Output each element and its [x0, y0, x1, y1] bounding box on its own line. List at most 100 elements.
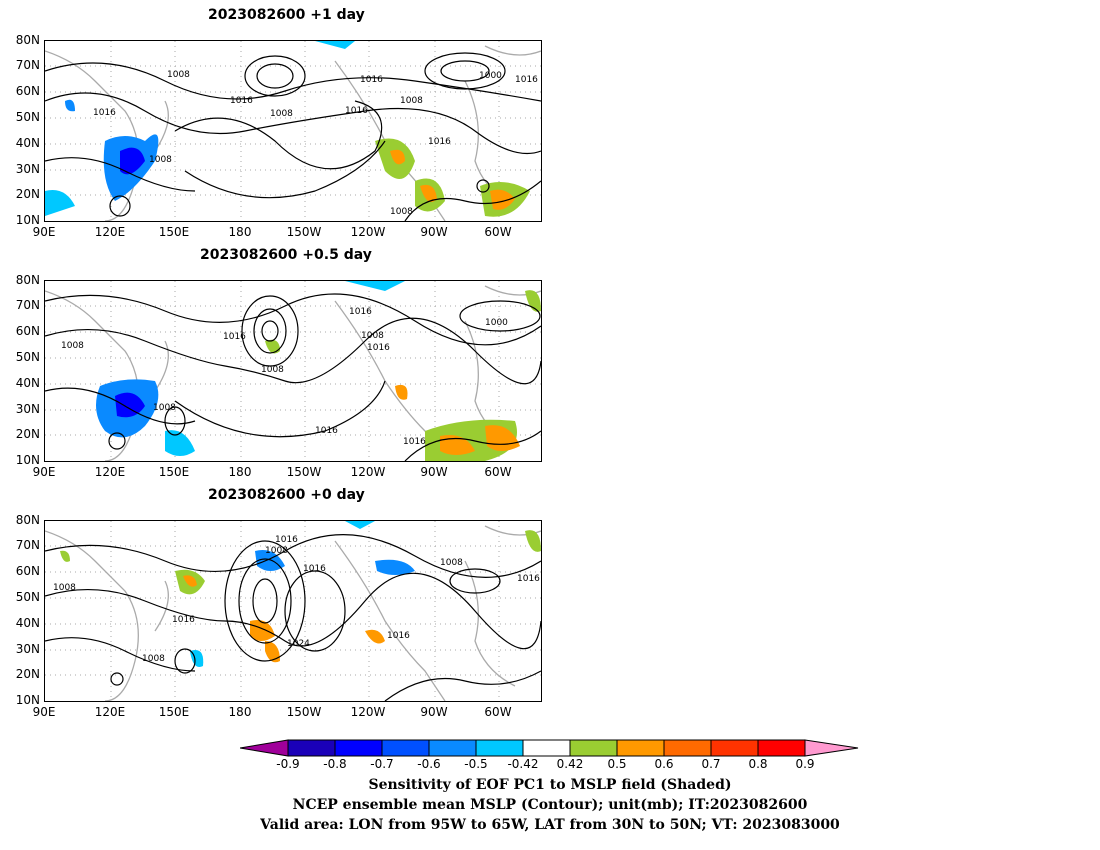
lat-label: 30N	[15, 162, 40, 176]
coastline-greenland	[484, 285, 541, 296]
lon-label: 90E	[32, 705, 56, 719]
caption-line-2: NCEP ensemble mean MSLP (Contour); unit(…	[292, 797, 808, 813]
colorbar-label: -0.8	[323, 757, 347, 771]
lat-label: 20N	[15, 667, 40, 681]
contour-label: 1008	[270, 109, 293, 119]
panel-2-map: 1016 1008 1008 1016 1008 1016 1000 1008 …	[44, 280, 542, 462]
colorbar-label: -0.9	[276, 757, 300, 771]
lon-label: 150W	[286, 465, 322, 479]
contour-label: 1008	[53, 583, 76, 593]
colorbar-end-right	[804, 739, 859, 757]
lat-label: 40N	[15, 616, 40, 630]
contour-label: 1008	[400, 96, 423, 106]
colorbar-segment	[710, 739, 759, 757]
contour-label: 1016	[428, 137, 451, 147]
colorbar-label: 0.7	[701, 757, 721, 771]
colorbar-segment	[569, 739, 618, 757]
lon-label: 150E	[158, 705, 190, 719]
lat-label: 60N	[15, 564, 40, 578]
contour-label: 1016	[403, 437, 426, 447]
coastline-greenland	[484, 45, 541, 56]
contour-label: 1016	[230, 96, 253, 106]
lon-label: 150E	[158, 225, 190, 239]
coastline-asia	[45, 530, 139, 701]
coastline-north-america	[334, 540, 516, 701]
colorbar-segment	[428, 739, 477, 757]
colorbar-segment	[287, 739, 336, 757]
contour-label: 1016	[515, 75, 538, 85]
lat-label: 60N	[15, 324, 40, 338]
contour-label: 1016	[387, 631, 410, 641]
lon-label: 150W	[286, 225, 322, 239]
contour-label: 1016	[172, 615, 195, 625]
lon-label: 120W	[350, 225, 386, 239]
sensitivity-shading	[60, 521, 541, 667]
panel-1-map: 1008 1016 1016 1008 1016 1008 1000 1016 …	[44, 40, 542, 222]
lon-label: 90E	[32, 465, 56, 479]
lat-label: 40N	[15, 136, 40, 150]
colorbar-segment	[381, 739, 430, 757]
lat-label: 80N	[15, 33, 40, 47]
coastline-asia	[45, 50, 139, 221]
colorbar-segment	[616, 739, 665, 757]
colorbar-label: 0.5	[607, 757, 627, 771]
lon-label: 120E	[94, 225, 126, 239]
contour-label: 1016	[93, 108, 116, 118]
contour-label: 1008	[440, 558, 463, 568]
lat-label: 50N	[15, 590, 40, 604]
lon-label: 90W	[420, 705, 448, 719]
contour-label: 1008	[265, 546, 288, 556]
lat-label: 10N	[15, 213, 40, 227]
lon-label: 120E	[94, 465, 126, 479]
contour-label: 1008	[261, 365, 284, 375]
lon-label: 90E	[32, 225, 56, 239]
sensitivity-shading	[45, 41, 530, 217]
contour-label: 1016	[367, 343, 390, 353]
contour-label: 1008	[149, 155, 172, 165]
lat-label: 70N	[15, 58, 40, 72]
contour-label: 1016	[303, 564, 326, 574]
lon-label: 180	[228, 225, 252, 239]
lon-label: 150W	[286, 705, 322, 719]
colorbar-segment	[334, 739, 383, 757]
panel-2-title: 2023082600 +0.5 day	[200, 247, 372, 263]
contour-label: 1000	[485, 318, 508, 328]
colorbar-segment	[663, 739, 712, 757]
colorbar-end-left	[240, 739, 289, 757]
lat-label: 30N	[15, 642, 40, 656]
lat-label: 60N	[15, 84, 40, 98]
contour-label: 1024	[287, 639, 310, 649]
contour-label: 1008	[61, 341, 84, 351]
colorbar-label: 0.42	[556, 757, 584, 771]
colorbar-label: -0.42	[507, 757, 539, 771]
lat-label: 50N	[15, 350, 40, 364]
colorbar	[240, 739, 859, 757]
lat-label: 30N	[15, 402, 40, 416]
lat-label: 70N	[15, 298, 40, 312]
lat-label: 70N	[15, 538, 40, 552]
lon-label: 120E	[94, 705, 126, 719]
caption-line-3: Valid area: LON from 95W to 65W, LAT fro…	[260, 817, 840, 833]
colorbar-segment	[475, 739, 524, 757]
colorbar-label: -0.5	[464, 757, 488, 771]
coastline-greenland	[484, 525, 541, 536]
lon-label: 120W	[350, 705, 386, 719]
colorbar-label: 0.9	[795, 757, 815, 771]
lat-label: 20N	[15, 187, 40, 201]
panel-3-map: 1016 1008 1016 1008 1008 1016 1016 1024 …	[44, 520, 542, 702]
contour-label: 1016	[345, 106, 368, 116]
contour-label: 1016	[275, 535, 298, 545]
contour-label: 1016	[517, 574, 540, 584]
colorbar-label: -0.6	[417, 757, 441, 771]
lon-label: 180	[228, 705, 252, 719]
colorbar-label: 0.8	[748, 757, 768, 771]
lat-label: 40N	[15, 376, 40, 390]
panel-3-title: 2023082600 +0 day	[208, 487, 365, 503]
coastline-japan	[154, 580, 169, 632]
contour-label: 1016	[360, 75, 383, 85]
colorbar-label: 0.6	[654, 757, 674, 771]
lat-label: 10N	[15, 693, 40, 707]
lon-label: 90W	[420, 225, 448, 239]
sensitivity-shading	[96, 281, 541, 461]
lat-label: 10N	[15, 453, 40, 467]
